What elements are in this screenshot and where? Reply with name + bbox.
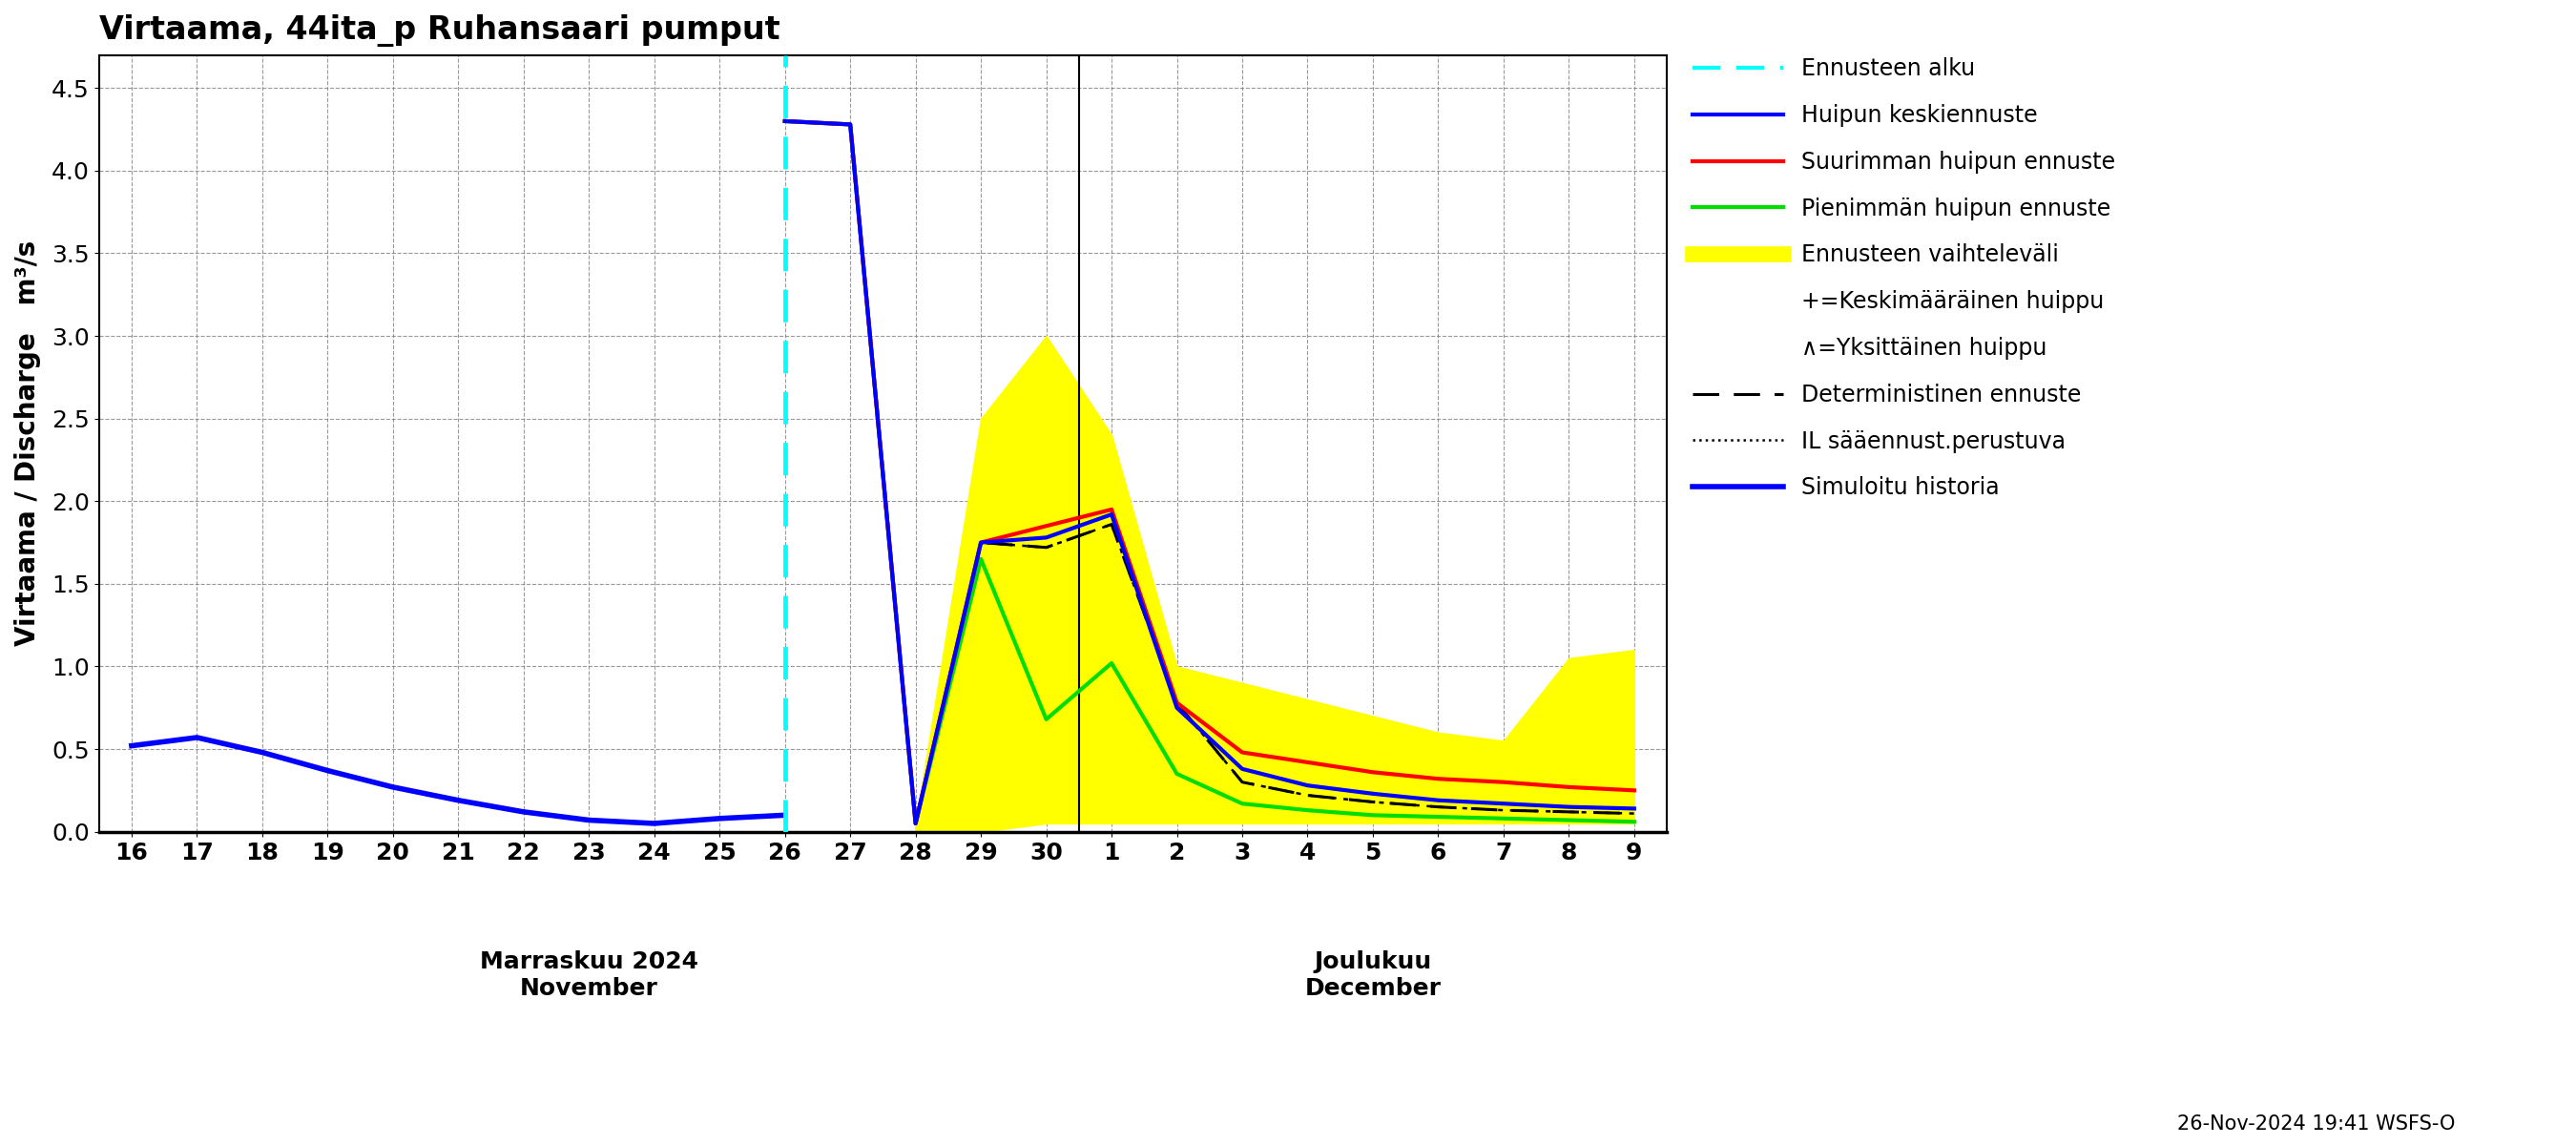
Legend: Ennusteen alku, Huipun keskiennuste, Suurimman huipun ennuste, Pienimmän huipun : Ennusteen alku, Huipun keskiennuste, Suu…	[1685, 50, 2123, 506]
Text: 26-Nov-2024 19:41 WSFS-O: 26-Nov-2024 19:41 WSFS-O	[2177, 1114, 2455, 1134]
Text: Joulukuu
December: Joulukuu December	[1303, 950, 1440, 1000]
Y-axis label: Virtaama / Discharge   m³/s: Virtaama / Discharge m³/s	[15, 240, 41, 646]
Text: Virtaama, 44ita_p Ruhansaari pumput: Virtaama, 44ita_p Ruhansaari pumput	[98, 14, 781, 47]
Text: Marraskuu 2024
November: Marraskuu 2024 November	[479, 950, 698, 1000]
